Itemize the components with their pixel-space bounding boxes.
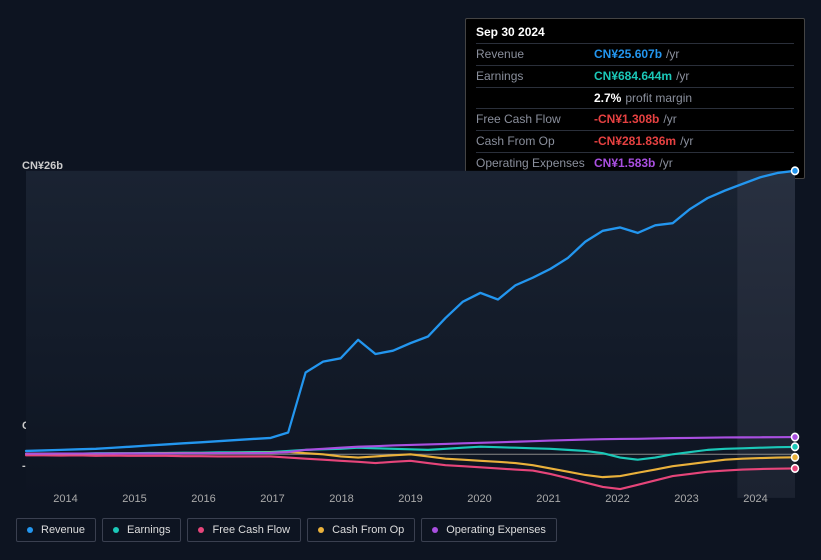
legend-item-fcf[interactable]: Free Cash Flow bbox=[187, 518, 301, 542]
tooltip-row: RevenueCN¥25.607b/yr bbox=[476, 43, 794, 65]
legend-dot-icon bbox=[318, 527, 324, 533]
tooltip-row-value: -CN¥281.836m bbox=[594, 133, 676, 150]
chart-legend: Revenue Earnings Free Cash Flow Cash From O… bbox=[16, 518, 557, 542]
tooltip-row-label: Revenue bbox=[476, 46, 594, 63]
tooltip-row-label: Cash From Op bbox=[476, 133, 594, 150]
tooltip-row-value: 2.7% bbox=[594, 90, 621, 107]
tooltip-row-value: CN¥684.644m bbox=[594, 68, 672, 85]
x-axis-tick-label: 2015 bbox=[100, 493, 169, 505]
line-chart[interactable] bbox=[16, 158, 805, 500]
chart-area[interactable] bbox=[16, 158, 805, 500]
x-axis-tick-label: 2020 bbox=[445, 493, 514, 505]
legend-label: Free Cash Flow bbox=[212, 524, 290, 536]
tooltip-row: EarningsCN¥684.644m/yr bbox=[476, 65, 794, 87]
legend-item-revenue[interactable]: Revenue bbox=[16, 518, 96, 542]
x-axis-tick-label: 2021 bbox=[514, 493, 583, 505]
legend-label: Revenue bbox=[41, 524, 85, 536]
data-tooltip: Sep 30 2024 RevenueCN¥25.607b/yrEarnings… bbox=[465, 18, 805, 179]
series-end-dot-cfo bbox=[792, 454, 799, 461]
tooltip-row-value: CN¥25.607b bbox=[594, 46, 662, 63]
x-axis-tick-label: 2019 bbox=[376, 493, 445, 505]
x-axis-labels: 2014201520162017201820192020202120222023… bbox=[16, 493, 805, 505]
x-axis-tick-label: 2017 bbox=[238, 493, 307, 505]
tooltip-row-suffix: profit margin bbox=[625, 90, 692, 107]
tooltip-row-label bbox=[476, 90, 594, 107]
x-axis-tick-label: 2016 bbox=[169, 493, 238, 505]
legend-dot-icon bbox=[27, 527, 33, 533]
legend-item-earnings[interactable]: Earnings bbox=[102, 518, 181, 542]
tooltip-row-label: Earnings bbox=[476, 68, 594, 85]
tooltip-row-suffix: /yr bbox=[680, 133, 693, 150]
x-axis-tick-label: 2022 bbox=[583, 493, 652, 505]
tooltip-row: Free Cash Flow-CN¥1.308b/yr bbox=[476, 108, 794, 130]
series-end-dot-revenue bbox=[792, 167, 799, 174]
series-end-dot-opex bbox=[792, 433, 799, 440]
legend-item-opex[interactable]: Operating Expenses bbox=[421, 518, 557, 542]
tooltip-row: Cash From Op-CN¥281.836m/yr bbox=[476, 130, 794, 152]
legend-item-cfo[interactable]: Cash From Op bbox=[307, 518, 415, 542]
x-axis-tick-label: 2023 bbox=[652, 493, 721, 505]
x-axis-tick-label: 2018 bbox=[307, 493, 376, 505]
tooltip-row-suffix: /yr bbox=[676, 68, 689, 85]
x-axis-tick-label: 2014 bbox=[31, 493, 100, 505]
tooltip-row-suffix: /yr bbox=[663, 111, 676, 128]
legend-label: Earnings bbox=[127, 524, 170, 536]
tooltip-row-label: Free Cash Flow bbox=[476, 111, 594, 128]
tooltip-row-suffix: /yr bbox=[666, 46, 679, 63]
legend-dot-icon bbox=[113, 527, 119, 533]
legend-label: Operating Expenses bbox=[446, 524, 546, 536]
series-end-dot-fcf bbox=[792, 465, 799, 472]
tooltip-row-value: -CN¥1.308b bbox=[594, 111, 659, 128]
x-axis-tick-label: 2024 bbox=[721, 493, 790, 505]
legend-dot-icon bbox=[198, 527, 204, 533]
legend-label: Cash From Op bbox=[332, 524, 404, 536]
tooltip-date: Sep 30 2024 bbox=[476, 25, 794, 39]
tooltip-row: 2.7%profit margin bbox=[476, 87, 794, 109]
series-end-dot-earnings bbox=[792, 443, 799, 450]
legend-dot-icon bbox=[432, 527, 438, 533]
